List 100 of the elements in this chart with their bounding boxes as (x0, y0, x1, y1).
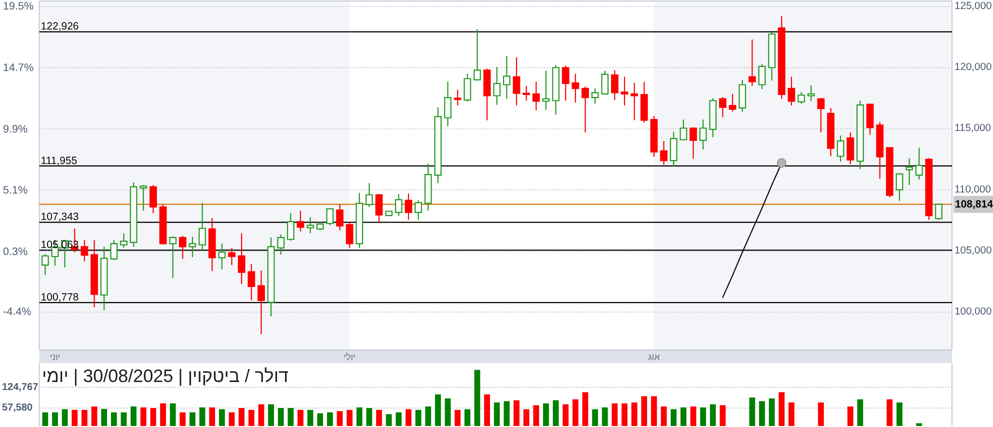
y-tick-label: 110,000 (954, 184, 992, 196)
bar (415, 410, 422, 426)
bar (425, 406, 432, 426)
candlestick (866, 103, 874, 136)
bar (346, 410, 353, 426)
candlestick (277, 234, 285, 256)
candlestick (356, 192, 364, 248)
candlestick (542, 70, 550, 110)
bar (366, 408, 372, 426)
y2-tick-label: 9.9% (3, 123, 28, 136)
bar (199, 407, 206, 426)
bar (768, 398, 775, 426)
y2-tick-label: -4.4% (3, 306, 32, 318)
bar (150, 408, 156, 426)
bar (631, 402, 638, 426)
bar (190, 412, 196, 426)
candlestick (748, 38, 756, 87)
candlestick (719, 96, 726, 118)
x-tick-label: יולי (344, 352, 356, 362)
ref-line-label: 122,926 (40, 20, 79, 33)
candlestick (846, 132, 854, 165)
bar (130, 406, 137, 426)
bar (680, 407, 686, 426)
candlestick (552, 64, 560, 116)
bar (660, 406, 667, 426)
candlestick (316, 221, 324, 231)
candlestick (346, 221, 354, 248)
candlestick (738, 79, 746, 112)
bar (386, 414, 392, 426)
candlestick (42, 253, 49, 276)
candlestick (611, 70, 618, 101)
candlestick (640, 81, 648, 124)
candlestick (306, 216, 314, 234)
bar (670, 409, 677, 426)
candlestick (286, 212, 294, 242)
candlestick (778, 16, 786, 100)
candlestick (906, 158, 913, 186)
candlestick (404, 192, 412, 220)
bar (514, 400, 520, 426)
y-tick-label: 105,000 (954, 245, 992, 256)
bar (562, 404, 569, 426)
bar (896, 402, 902, 426)
candlestick (110, 239, 118, 261)
bar (376, 410, 382, 426)
candlestick (474, 28, 481, 82)
candlestick (768, 32, 776, 82)
ref-line-label: 107,343 (40, 211, 79, 224)
candlestick (876, 121, 884, 180)
candlestick (130, 182, 138, 248)
bar (464, 409, 470, 426)
candlestick (728, 93, 736, 112)
bar (209, 407, 216, 426)
y-tick-label: 57,580 (2, 402, 34, 414)
candlestick (218, 243, 226, 270)
candlestick (503, 55, 510, 100)
candlestick (394, 194, 402, 217)
candlestick (267, 236, 275, 317)
candlestick (483, 68, 491, 121)
candlestick (434, 106, 442, 184)
candlestick (444, 81, 452, 127)
candlestick (512, 56, 520, 106)
bar (336, 411, 343, 426)
bar (622, 403, 628, 426)
candlestick (424, 163, 432, 212)
candlestick (228, 247, 236, 266)
bar (847, 406, 854, 426)
bar (552, 400, 559, 426)
x-tick-label: אוג (648, 352, 660, 362)
bar (857, 399, 864, 426)
bar (82, 410, 88, 426)
bar (218, 409, 225, 426)
bar (651, 396, 657, 426)
ref-line-label: 100,778 (40, 291, 79, 304)
y-tick-label: 124,767 (2, 382, 39, 393)
bar (317, 413, 324, 426)
candlestick (836, 134, 844, 162)
ref-line-label: 111,955 (40, 154, 78, 167)
bar (818, 402, 824, 426)
candlestick (532, 81, 540, 111)
candlestick (178, 235, 186, 260)
candlestick (758, 63, 766, 90)
bar (543, 403, 549, 426)
bar (494, 402, 500, 426)
bar (140, 407, 146, 426)
bar (110, 412, 117, 426)
candlestick (591, 88, 599, 104)
candlestick (788, 76, 796, 106)
candlestick (915, 147, 923, 180)
bar (160, 403, 166, 426)
bar (759, 401, 765, 426)
candlestick (198, 202, 206, 251)
candlestick (336, 204, 344, 231)
bar (406, 409, 412, 426)
candlestick (827, 107, 834, 157)
bar (268, 404, 274, 426)
candlestick (925, 158, 933, 220)
candlestick (90, 239, 98, 308)
candlestick (660, 140, 668, 166)
bar (612, 403, 618, 426)
bar (248, 410, 254, 426)
